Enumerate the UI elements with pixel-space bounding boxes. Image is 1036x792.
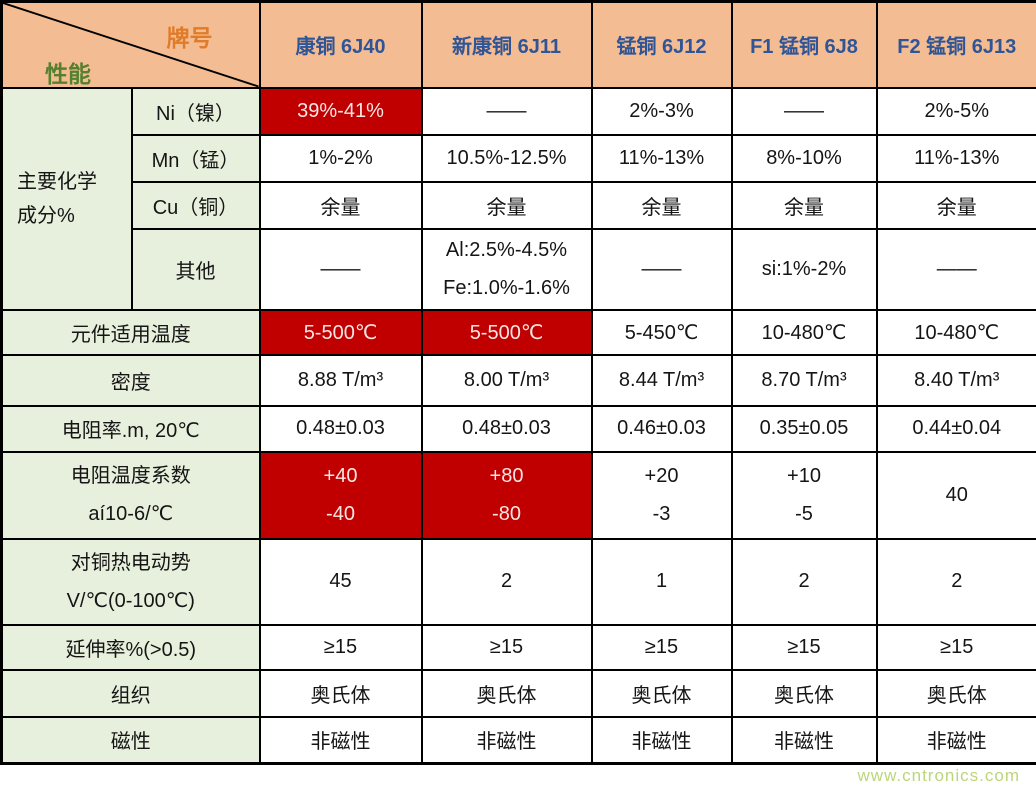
cell-cu-col2: 余量 <box>420 180 593 230</box>
cell-mn-col2: 10.5%-12.5% <box>420 133 593 183</box>
cell-other-col3: —— <box>590 227 733 311</box>
cell-resistivity-col3: 0.46±0.03 <box>590 404 733 453</box>
cell-density-col2: 8.00 T/m³ <box>420 353 593 407</box>
cell-tcr-col4: +10 -5 <box>730 450 878 540</box>
cell-tcr-col5: 40 <box>875 450 1036 540</box>
cell-other-col2: Al:2.5%-4.5% Fe:1.0%-1.6% <box>420 227 593 311</box>
row-label-magnetism: 磁性 <box>0 715 261 765</box>
row-other: 其他 —— Al:2.5%-4.5% Fe:1.0%-1.6% —— si:1%… <box>2 227 1036 311</box>
cell-magnetism-col3: 非磁性 <box>590 715 733 765</box>
row-label-emf: 对铜热电动势 V/℃(0-100℃) <box>0 537 261 626</box>
corner-label-property: 性能 <box>45 61 91 87</box>
row-group-label-chemical-composition: 主要化学成分% <box>0 86 133 311</box>
cell-cu-col1: 余量 <box>258 180 423 230</box>
row-density: 密度 8.88 T/m³ 8.00 T/m³ 8.44 T/m³ 8.70 T/… <box>0 353 1036 407</box>
row-structure: 组织 奥氏体 奥氏体 奥氏体 奥氏体 奥氏体 <box>0 668 1036 718</box>
cell-density-col3: 8.44 T/m³ <box>590 353 733 407</box>
cell-structure-col3: 奥氏体 <box>590 668 733 718</box>
column-header-6j11: 新康铜 6J11 <box>420 0 593 89</box>
row-label-other: 其他 <box>130 227 261 311</box>
cell-emf-col2: 2 <box>420 537 593 626</box>
column-header-6j8: F1 锰铜 6J8 <box>730 0 878 89</box>
column-header-6j13: F2 锰铜 6J13 <box>875 0 1036 89</box>
cell-cu-col5: 余量 <box>875 180 1036 230</box>
cell-tcr-col1: +40 -40 <box>258 450 423 540</box>
cell-structure-col2: 奥氏体 <box>420 668 593 718</box>
column-header-6j12: 锰铜 6J12 <box>590 0 733 89</box>
cell-mn-col1: 1%-2% <box>258 133 423 183</box>
row-label-structure: 组织 <box>0 668 261 718</box>
row-label-resistivity: 电阻率.m, 20℃ <box>0 404 261 453</box>
cell-elongation-col2: ≥15 <box>420 623 593 671</box>
row-label-cu: Cu（铜） <box>130 180 261 230</box>
cell-tcr-col2: +80 -80 <box>420 450 593 540</box>
row-label-density: 密度 <box>0 353 261 407</box>
cell-elongation-col4: ≥15 <box>730 623 878 671</box>
column-header-6j40: 康铜 6J40 <box>258 0 423 89</box>
cell-emf-col5: 2 <box>875 537 1036 626</box>
alloy-properties-table: 牌号 性能 康铜 6J40 新康铜 6J11 锰铜 6J12 F1 锰铜 6J8… <box>0 0 1036 765</box>
cell-mn-col3: 11%-13% <box>590 133 733 183</box>
row-emf: 对铜热电动势 V/℃(0-100℃) 45 2 1 2 2 <box>0 537 1036 626</box>
row-label-mn: Mn（锰） <box>130 133 261 183</box>
row-label-ni: Ni（镍） <box>130 86 261 136</box>
cell-emf-col3: 1 <box>590 537 733 626</box>
cell-temp-col5: 10-480℃ <box>875 308 1036 356</box>
cell-magnetism-col1: 非磁性 <box>258 715 423 765</box>
cell-mn-col4: 8%-10% <box>730 133 878 183</box>
cell-resistivity-col4: 0.35±0.05 <box>730 404 878 453</box>
cell-mn-col5: 11%-13% <box>875 133 1036 183</box>
cell-tcr-col3: +20 -3 <box>590 450 733 540</box>
cell-resistivity-col2: 0.48±0.03 <box>420 404 593 453</box>
row-cu: Cu（铜） 余量 余量 余量 余量 余量 <box>2 180 1036 230</box>
cell-magnetism-col2: 非磁性 <box>420 715 593 765</box>
cell-emf-col1: 45 <box>258 537 423 626</box>
cell-structure-col1: 奥氏体 <box>258 668 423 718</box>
row-temperature: 元件适用温度 5-500℃ 5-500℃ 5-450℃ 10-480℃ 10-4… <box>0 308 1036 356</box>
row-resistivity: 电阻率.m, 20℃ 0.48±0.03 0.48±0.03 0.46±0.03… <box>0 404 1036 453</box>
cell-ni-col2: —— <box>420 86 593 136</box>
cell-elongation-col5: ≥15 <box>875 623 1036 671</box>
cell-emf-col4: 2 <box>730 537 878 626</box>
watermark: www.cntronics.com <box>857 766 1020 785</box>
cell-temp-col4: 10-480℃ <box>730 308 878 356</box>
cell-cu-col4: 余量 <box>730 180 878 230</box>
cell-elongation-col1: ≥15 <box>258 623 423 671</box>
cell-temp-col3: 5-450℃ <box>590 308 733 356</box>
cell-elongation-col3: ≥15 <box>590 623 733 671</box>
row-elongation: 延伸率%(>0.5) ≥15 ≥15 ≥15 ≥15 ≥15 <box>0 623 1036 671</box>
cell-other-col5: —— <box>875 227 1036 311</box>
cell-ni-col5: 2%-5% <box>875 86 1036 136</box>
cell-resistivity-col5: 0.44±0.04 <box>875 404 1036 453</box>
cell-temp-col2: 5-500℃ <box>420 308 593 356</box>
cell-temp-col1: 5-500℃ <box>258 308 423 356</box>
cell-structure-col5: 奥氏体 <box>875 668 1036 718</box>
cell-density-col4: 8.70 T/m³ <box>730 353 878 407</box>
corner-header-cell: 牌号 性能 <box>0 0 261 89</box>
cell-other-col1: —— <box>258 227 423 311</box>
cell-structure-col4: 奥氏体 <box>730 668 878 718</box>
row-magnetism: 磁性 非磁性 非磁性 非磁性 非磁性 非磁性 <box>0 715 1036 765</box>
cell-ni-col4: —— <box>730 86 878 136</box>
cell-resistivity-col1: 0.48±0.03 <box>258 404 423 453</box>
row-label-temperature: 元件适用温度 <box>0 308 261 356</box>
cell-other-col4: si:1%-2% <box>730 227 878 311</box>
cell-ni-col1: 39%-41% <box>258 86 423 136</box>
row-tcr: 电阻温度系数 aí10-6/℃ +40 -40 +80 -80 +20 -3 +… <box>0 450 1036 540</box>
diagonal-divider <box>3 3 258 86</box>
cell-ni-col3: 2%-3% <box>590 86 733 136</box>
cell-magnetism-col4: 非磁性 <box>730 715 878 765</box>
row-mn: Mn（锰） 1%-2% 10.5%-12.5% 11%-13% 8%-10% 1… <box>2 133 1036 183</box>
cell-density-col1: 8.88 T/m³ <box>258 353 423 407</box>
cell-cu-col3: 余量 <box>590 180 733 230</box>
cell-magnetism-col5: 非磁性 <box>875 715 1036 765</box>
corner-label-brand: 牌号 <box>166 25 213 51</box>
header-row: 牌号 性能 康铜 6J40 新康铜 6J11 锰铜 6J12 F1 锰铜 6J8… <box>0 0 1036 89</box>
row-ni: 主要化学成分% Ni（镍） 39%-41% —— 2%-3% —— 2%-5% <box>0 86 1036 311</box>
row-label-tcr: 电阻温度系数 aí10-6/℃ <box>0 450 261 540</box>
cell-density-col5: 8.40 T/m³ <box>875 353 1036 407</box>
row-label-elongation: 延伸率%(>0.5) <box>0 623 261 671</box>
